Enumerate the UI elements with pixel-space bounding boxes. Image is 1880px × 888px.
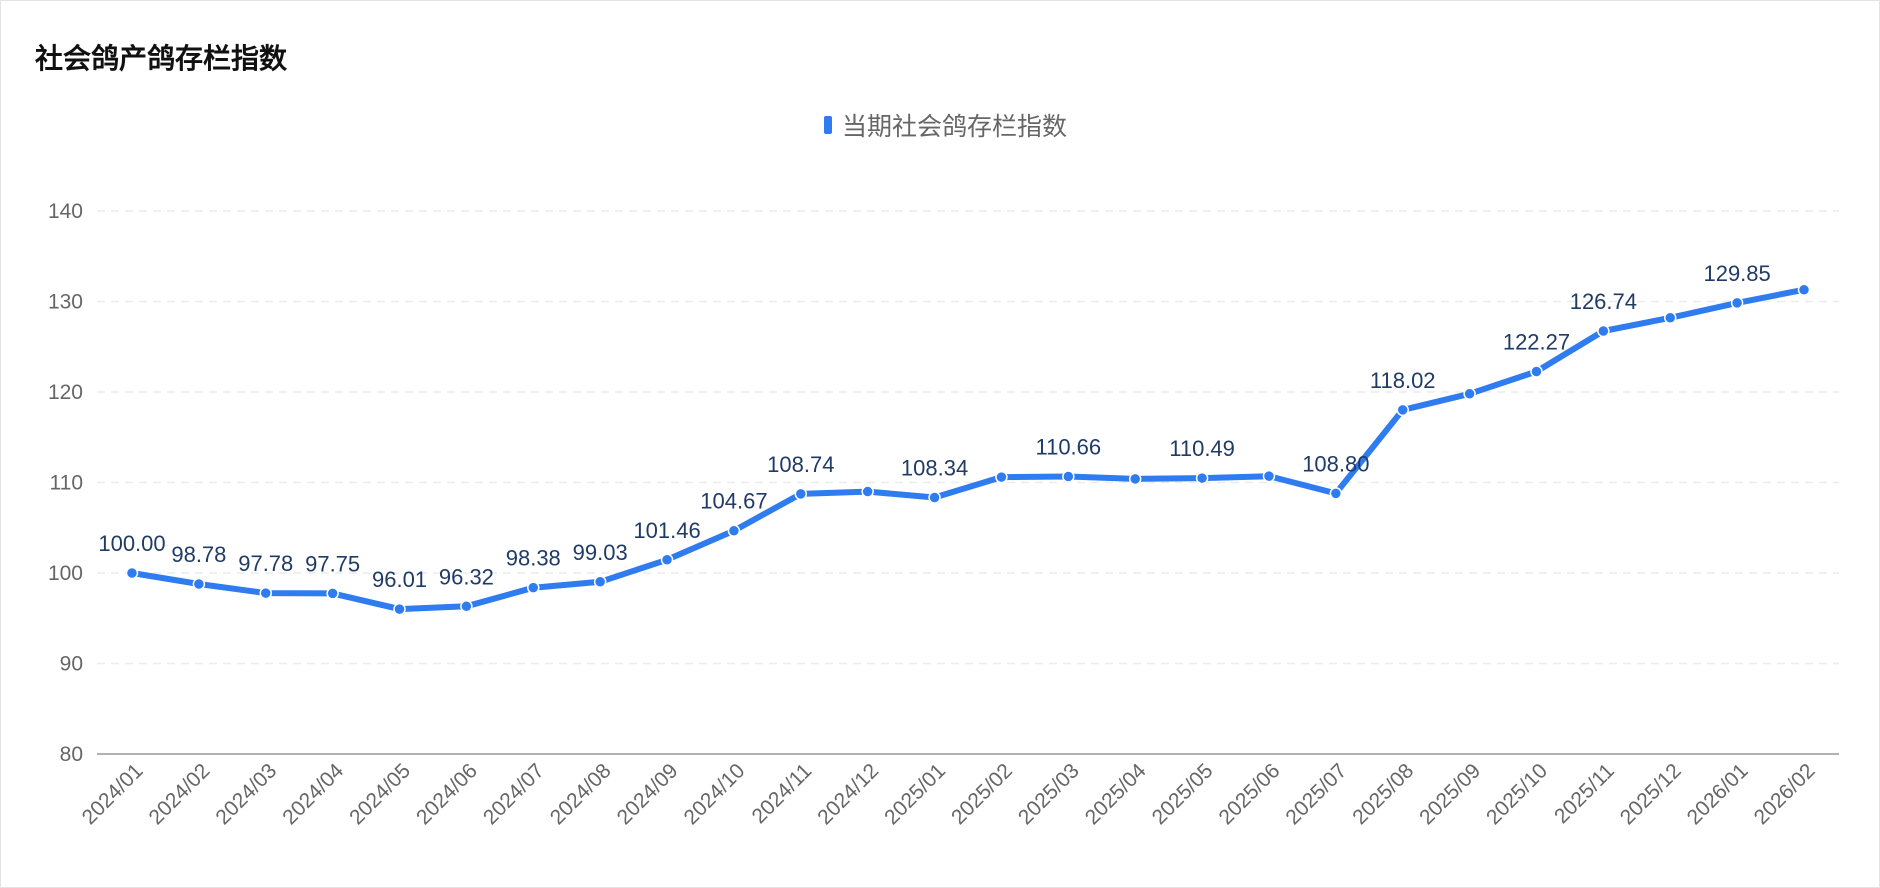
- series-line: [129, 286, 1807, 613]
- x-tick-label: 2025/01: [880, 759, 950, 829]
- data-label: 101.46: [633, 518, 700, 543]
- data-label: 110.66: [1035, 435, 1101, 460]
- y-tick-label: 130: [48, 291, 83, 314]
- x-tick-label: 2026/02: [1750, 759, 1820, 829]
- data-point[interactable]: [1262, 469, 1276, 483]
- data-point[interactable]: [1463, 387, 1476, 401]
- x-tick-label: 2024/09: [613, 759, 683, 829]
- data-point[interactable]: [794, 487, 808, 501]
- chart-title: 社会鸽产鸽存栏指数: [35, 43, 288, 74]
- data-label: 96.32: [439, 564, 494, 589]
- data-label: 98.78: [171, 542, 226, 567]
- data-label: 99.03: [573, 540, 628, 565]
- x-tick-label: 2025/10: [1482, 759, 1552, 829]
- y-tick-label: 100: [48, 562, 83, 585]
- x-tick-label: 2025/08: [1348, 759, 1418, 829]
- x-tick-label: 2026/01: [1683, 759, 1753, 829]
- data-point[interactable]: [527, 581, 540, 594]
- data-point[interactable]: [1530, 365, 1543, 378]
- y-tick-label: 90: [60, 653, 83, 676]
- x-tick-label: 2024/06: [412, 759, 482, 829]
- data-point[interactable]: [1329, 487, 1343, 500]
- x-tick-label: 2025/02: [947, 759, 1017, 829]
- data-label: 108.80: [1302, 451, 1369, 476]
- data-label: 98.38: [506, 546, 561, 571]
- data-point[interactable]: [192, 577, 206, 591]
- legend-label: 当期社会鸽存栏指数: [842, 113, 1068, 141]
- y-tick-label: 140: [48, 200, 83, 223]
- x-tick-label: 2024/07: [479, 759, 549, 829]
- data-point[interactable]: [1663, 311, 1677, 325]
- y-tick-label: 110: [50, 472, 83, 495]
- data-label: 108.74: [767, 452, 834, 477]
- data-point[interactable]: [1730, 296, 1744, 310]
- data-point[interactable]: [593, 575, 607, 589]
- legend-swatch: [824, 116, 832, 134]
- data-label: 104.67: [700, 489, 767, 514]
- x-tick-label: 2025/09: [1415, 759, 1485, 829]
- data-label: 118.02: [1370, 368, 1436, 393]
- x-tick-label: 2024/01: [78, 759, 148, 829]
- data-label: 97.78: [238, 551, 293, 576]
- data-label: 129.85: [1703, 261, 1770, 286]
- y-tick-label: 80: [60, 743, 83, 766]
- data-label: 126.74: [1570, 289, 1637, 314]
- data-point[interactable]: [1195, 471, 1209, 485]
- x-tick-label: 2024/04: [278, 759, 348, 829]
- y-tick-label: 120: [48, 381, 83, 404]
- x-tick-label: 2025/06: [1215, 759, 1285, 829]
- x-tick-label: 2025/05: [1148, 759, 1218, 829]
- data-point[interactable]: [1128, 472, 1142, 486]
- data-point[interactable]: [928, 491, 941, 504]
- x-tick-label: 2024/10: [680, 759, 750, 829]
- data-label: 97.75: [305, 551, 360, 576]
- data-point[interactable]: [727, 524, 741, 537]
- x-tick-label: 2025/07: [1281, 759, 1351, 829]
- legend[interactable]: 当期社会鸽存栏指数: [824, 107, 1067, 143]
- data-point[interactable]: [861, 485, 874, 498]
- x-tick-label: 2024/08: [546, 759, 616, 829]
- x-tick-label: 2025/03: [1014, 759, 1084, 829]
- data-label: 100.00: [98, 531, 165, 556]
- data-label: 108.34: [901, 456, 968, 481]
- x-tick-label: 2024/05: [345, 759, 415, 829]
- data-point[interactable]: [326, 587, 339, 600]
- data-point[interactable]: [1062, 470, 1075, 483]
- x-tick-label: 2025/11: [1550, 759, 1619, 828]
- data-point[interactable]: [1797, 283, 1811, 296]
- x-tick-label: 2024/12: [813, 759, 883, 829]
- data-point[interactable]: [393, 602, 406, 616]
- x-tick-label: 2024/11: [747, 759, 816, 828]
- data-point[interactable]: [259, 586, 273, 600]
- x-tick-label: 2025/12: [1616, 759, 1686, 829]
- x-tick-label: 2024/03: [211, 759, 281, 829]
- data-label: 96.01: [372, 567, 427, 592]
- x-tick-label: 2025/04: [1081, 759, 1151, 829]
- data-point[interactable]: [660, 553, 674, 567]
- data-label: 110.49: [1169, 436, 1235, 461]
- data-label: 122.27: [1503, 329, 1570, 354]
- data-point[interactable]: [125, 566, 139, 580]
- data-point[interactable]: [460, 600, 473, 613]
- data-point[interactable]: [1396, 403, 1409, 417]
- data-point[interactable]: [995, 470, 1008, 484]
- x-tick-label: 2024/02: [144, 759, 214, 829]
- data-point[interactable]: [1597, 324, 1610, 338]
